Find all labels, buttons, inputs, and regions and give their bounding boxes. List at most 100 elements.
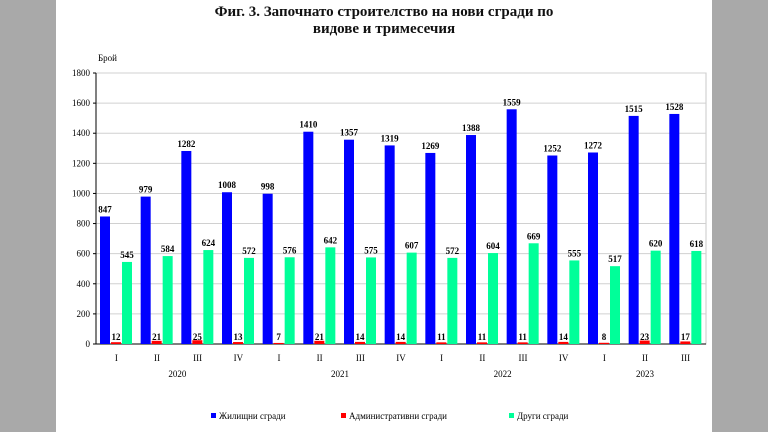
- data-label: 642: [324, 235, 338, 245]
- y-axis-label: Брой: [98, 53, 117, 63]
- bar-residential: [384, 145, 395, 344]
- data-label: 17: [681, 332, 691, 342]
- data-label: 14: [559, 332, 569, 342]
- x-tick-label: IV: [559, 353, 569, 363]
- x-tick-label: III: [519, 353, 528, 363]
- x-tick-label: III: [681, 353, 690, 363]
- bar-other: [406, 252, 417, 344]
- data-label: 576: [283, 245, 297, 255]
- bar-residential: [425, 152, 436, 344]
- bar-residential: [181, 150, 192, 344]
- data-label: 1559: [503, 97, 522, 107]
- year-label: 2021: [331, 369, 349, 379]
- data-label: 14: [396, 332, 406, 342]
- data-label: 575: [364, 245, 378, 255]
- y-tick-label: 400: [77, 279, 91, 289]
- bar-administrative: [355, 341, 365, 344]
- data-label: 517: [608, 254, 622, 264]
- y-tick-label: 800: [77, 219, 91, 229]
- y-tick-label: 200: [77, 309, 91, 319]
- bar-other: [650, 250, 661, 344]
- data-label: 1410: [299, 120, 318, 130]
- bar-other: [244, 257, 254, 344]
- bar-administrative: [477, 342, 487, 344]
- data-label: 1272: [584, 140, 603, 150]
- bar-residential: [100, 216, 110, 344]
- data-label: 572: [446, 246, 460, 256]
- data-label: 607: [405, 241, 419, 251]
- x-tick-label: III: [356, 353, 365, 363]
- data-label: 1282: [177, 139, 196, 149]
- bar-administrative: [395, 341, 406, 344]
- data-label: 23: [640, 332, 650, 342]
- year-label: 2020: [168, 369, 187, 379]
- data-label: 555: [568, 248, 582, 258]
- bar-other: [325, 247, 336, 344]
- legend-swatch: [211, 413, 216, 418]
- y-tick-label: 1600: [72, 98, 91, 108]
- data-label: 620: [649, 239, 663, 249]
- bar-administrative: [151, 340, 162, 344]
- bar-administrative: [314, 340, 325, 344]
- data-label: 1252: [543, 144, 562, 154]
- bar-residential: [303, 131, 314, 344]
- chart-title-line1: Фиг. 3. Започнато строителство на нови с…: [214, 4, 554, 20]
- year-label: 2023: [636, 369, 655, 379]
- data-label: 979: [139, 185, 153, 195]
- data-label: 572: [242, 246, 256, 256]
- data-label: 1357: [340, 128, 359, 138]
- legend-swatch: [341, 413, 346, 418]
- data-label: 584: [161, 244, 175, 254]
- x-tick-label: II: [642, 353, 648, 363]
- data-label: 1319: [381, 133, 400, 143]
- bar-residential: [466, 135, 476, 344]
- data-label: 847: [98, 204, 112, 214]
- x-tick-label: IV: [234, 353, 244, 363]
- bar-residential: [628, 115, 639, 345]
- data-label: 21: [315, 332, 325, 342]
- data-label: 11: [478, 332, 487, 342]
- bar-administrative: [233, 342, 243, 344]
- x-tick-label: II: [154, 353, 160, 363]
- bar-other: [528, 243, 539, 344]
- bar-residential: [262, 193, 273, 344]
- bar-other: [569, 260, 580, 344]
- bar-other: [122, 261, 132, 344]
- data-label: 8: [602, 332, 607, 342]
- bar-administrative: [192, 340, 203, 344]
- legend-label: Административни сгради: [349, 411, 447, 421]
- x-tick-label: I: [440, 353, 443, 363]
- legend-swatch: [509, 413, 514, 418]
- bar-administrative: [599, 342, 609, 344]
- bar-administrative: [436, 342, 447, 344]
- data-label: 618: [690, 239, 704, 249]
- data-label: 25: [193, 332, 203, 342]
- x-tick-label: I: [278, 353, 281, 363]
- x-tick-label: I: [115, 353, 118, 363]
- data-label: 1269: [421, 141, 440, 151]
- y-tick-label: 1200: [72, 158, 91, 168]
- data-label: 21: [152, 332, 162, 342]
- data-label: 1515: [625, 104, 644, 114]
- bar-residential: [547, 155, 558, 344]
- chart-panel: [56, 0, 712, 432]
- bar-other: [691, 250, 702, 344]
- bar-other: [162, 256, 173, 344]
- bar-other: [488, 253, 498, 344]
- y-tick-label: 0: [86, 339, 91, 349]
- x-tick-label: II: [317, 353, 323, 363]
- year-label: 2022: [494, 369, 512, 379]
- chart-title-line2: видове и тримесечия: [312, 21, 456, 37]
- data-label: 11: [437, 332, 446, 342]
- bar-residential: [506, 109, 517, 344]
- data-label: 1528: [665, 102, 684, 112]
- y-tick-label: 1800: [72, 68, 91, 78]
- data-label: 669: [527, 231, 541, 241]
- data-label: 13: [234, 332, 244, 342]
- data-label: 1008: [218, 180, 237, 190]
- y-tick-label: 1000: [72, 188, 91, 198]
- bar-other: [284, 257, 295, 344]
- x-tick-label: III: [193, 353, 202, 363]
- bar-administrative: [111, 342, 121, 344]
